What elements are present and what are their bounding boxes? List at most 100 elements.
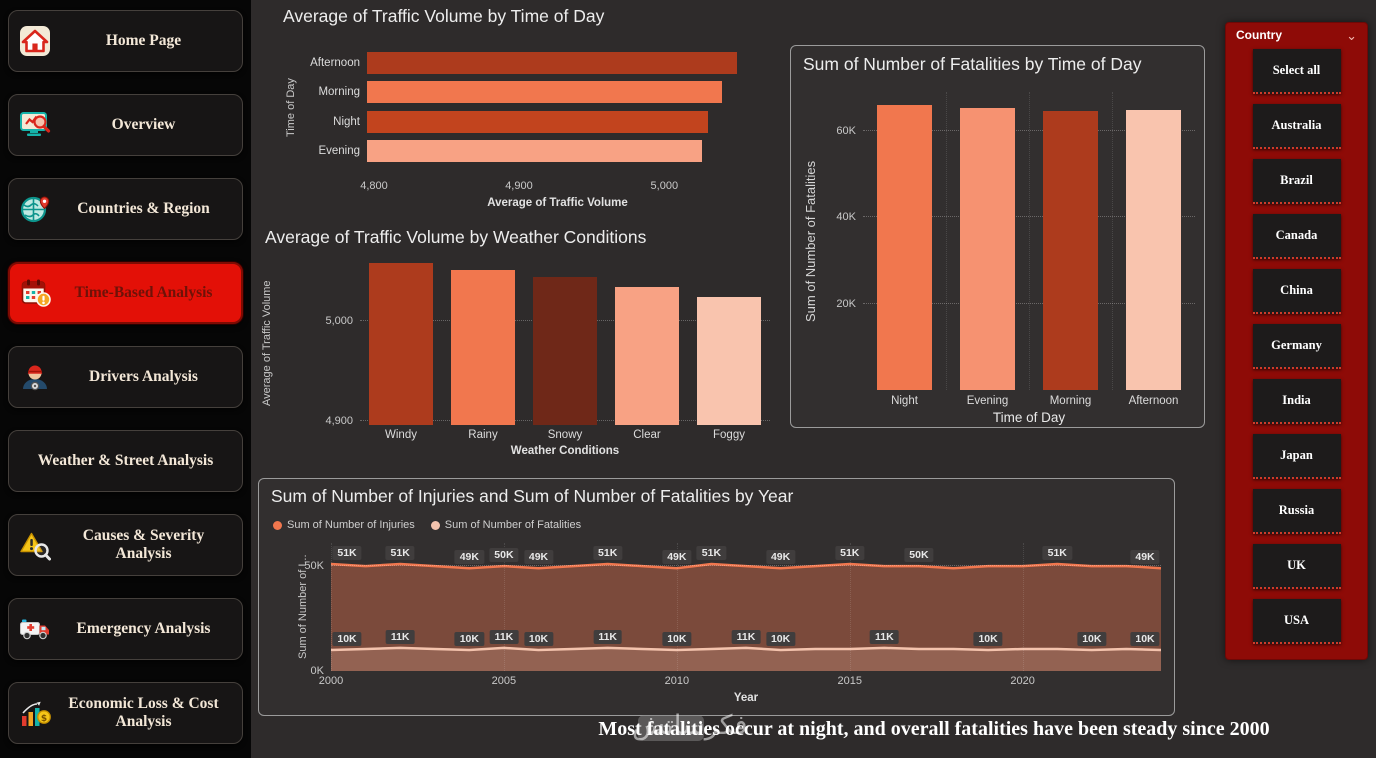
chart2-category-labels: Windy Rainy Snowy Clear Foggy (360, 429, 770, 444)
bar-evening[interactable] (367, 140, 703, 163)
sidebar-item-home-page[interactable]: Home Page (8, 10, 243, 72)
slicer-option-china[interactable]: China (1252, 269, 1341, 314)
sidebar-item-weather-street-analysis[interactable]: Weather & Street Analysis (8, 430, 243, 492)
bar-night[interactable] (367, 110, 709, 133)
chart1-y-axis-label: Time of Day (285, 78, 297, 138)
gridline (863, 216, 1195, 218)
y-tick-label: 40K (836, 211, 856, 224)
bar-rainy[interactable] (451, 270, 515, 425)
data-label: 11K (593, 629, 622, 644)
bar-night[interactable] (877, 104, 932, 390)
bar-afternoon[interactable] (367, 51, 737, 74)
bar-track (367, 51, 741, 74)
chart-traffic-by-time: Afternoon Morning Night Evening (307, 48, 741, 166)
category-label: Afternoon (310, 56, 360, 69)
category-label: Afternoon (1128, 395, 1179, 407)
x-tick-label: 2005 (491, 675, 517, 687)
data-label: 10K (973, 632, 1003, 647)
line-sum-of-number-of-fatalities[interactable] (330, 646, 1162, 652)
slicer-option-usa[interactable]: USA (1252, 599, 1341, 644)
slicer-option-japan[interactable]: Japan (1252, 434, 1341, 479)
sidebar-item-overview[interactable]: Overview (8, 94, 243, 156)
country-slicer: Country ⌄ Select all Australia Brazil Canad… (1225, 22, 1368, 660)
slicer-option-india[interactable]: India (1252, 379, 1341, 424)
bar-clear[interactable] (615, 287, 679, 425)
sidebar-item-economic-loss-cost-analysis[interactable]: $ Economic Loss & Cost Analysis (8, 682, 243, 744)
bar-snowy[interactable] (533, 277, 597, 425)
legend-dot (273, 520, 282, 530)
home-icon (17, 23, 53, 59)
chart-fatalities-by-time: 60K 40K 20K (836, 92, 1195, 390)
data-label: 51K (835, 545, 865, 560)
data-label: 10K (454, 632, 484, 647)
x-tick-label: 4,800 (360, 180, 388, 192)
driver-icon (17, 359, 53, 395)
chart1-row: Night (307, 107, 741, 137)
x-tick-label: 2010 (664, 675, 690, 687)
slicer-option-uk[interactable]: UK (1252, 544, 1341, 589)
gridline (503, 543, 505, 671)
category-label: Foggy (713, 429, 745, 441)
sidebar-item-emergency-analysis[interactable]: Emergency Analysis (8, 598, 243, 660)
sidebar-item-label: Weather & Street Analysis (37, 451, 214, 469)
y-tick-label: 0K (310, 665, 324, 677)
category-label: Night (333, 115, 360, 128)
gridline (1029, 92, 1030, 390)
data-label: 10K (523, 632, 554, 647)
y-tick-label: 50K (304, 560, 324, 573)
data-label: 10K (1130, 632, 1160, 647)
slicer-option-canada[interactable]: Canada (1252, 214, 1341, 259)
chart-injuries-fatalities-by-year: 50K 0K 51K 51K 49K 50K 49K 51K 49K 51K 49K 51K 50K 51… (304, 543, 1162, 677)
chart3-y-axis-label: Sum of Number of Fatalities (803, 160, 818, 322)
data-label: 50K (904, 548, 934, 563)
sidebar-item-time-based-analysis[interactable]: Time-Based Analysis (8, 262, 243, 324)
bar-track (367, 140, 741, 163)
bar-morning[interactable] (1043, 111, 1098, 390)
data-label: 11K (731, 629, 761, 644)
category-label: Windy (385, 429, 417, 441)
category-label: Evening (318, 145, 360, 158)
panel-injuries-fatalities-by-year: Sum of Number of Injuries and Sum of Num… (258, 478, 1175, 716)
sidebar-item-label: Overview (111, 115, 176, 133)
chart-traffic-by-weather: 5,000 4,900 (325, 261, 770, 427)
area-sum-of-number-of-fatalities (331, 647, 1161, 671)
slicer-option-russia[interactable]: Russia (1252, 489, 1341, 534)
watermark-pill (638, 715, 704, 741)
bar-afternoon[interactable] (1126, 109, 1181, 390)
slicer-title: Country (1236, 28, 1282, 42)
watermark: فكرساتش (632, 710, 748, 741)
insight-text: Most fatalities occur at night, and over… (598, 718, 1270, 740)
gridline (331, 543, 332, 671)
legend-item: Sum of Number of Injuries (273, 519, 415, 531)
slicer-option-germany[interactable]: Germany (1252, 324, 1341, 369)
slicer-option-select-all[interactable]: Select all (1252, 49, 1341, 94)
sidebar-item-countries-region[interactable]: Countries & Region (8, 178, 243, 240)
sidebar-item-label: Home Page (105, 31, 182, 49)
bar-morning[interactable] (367, 81, 722, 104)
x-tick-label: 2000 (318, 675, 344, 687)
data-label: 49K (1130, 550, 1160, 565)
slicer-option-brazil[interactable]: Brazil (1252, 159, 1341, 204)
data-label: 49K (662, 550, 692, 565)
sidebar-item-causes-severity-analysis[interactable]: Causes & Severity Analysis (8, 514, 243, 576)
gridline (849, 543, 851, 671)
bar-track (367, 81, 741, 104)
data-label: 51K (332, 545, 362, 560)
line-sum-of-number-of-injuries[interactable] (330, 562, 1162, 570)
bar-evening[interactable] (960, 108, 1015, 390)
slicer-items: Select all Australia Brazil Canada China Germ… (1226, 44, 1367, 644)
chart2-title: Average of Traffic Volume by Weather Con… (265, 227, 647, 247)
slicer-option-australia[interactable]: Australia (1252, 104, 1341, 149)
sidebar-item-label: Drivers Analysis (89, 367, 198, 385)
bar-windy[interactable] (369, 262, 433, 425)
panel-fatalities-by-time: Sum of Number of Fatalities by Time of D… (790, 45, 1205, 428)
data-label: 51K (593, 545, 623, 560)
bar-foggy[interactable] (697, 297, 761, 425)
chevron-down-icon[interactable]: ⌄ (1346, 27, 1357, 43)
chart2-x-axis-title: Weather Conditions (510, 445, 620, 457)
warning-icon (17, 527, 53, 563)
svg-text:$: $ (41, 714, 47, 724)
chart1-x-axis-title: Average of Traffic Volume (487, 197, 628, 209)
sidebar-item-drivers-analysis[interactable]: Drivers Analysis (8, 346, 243, 408)
